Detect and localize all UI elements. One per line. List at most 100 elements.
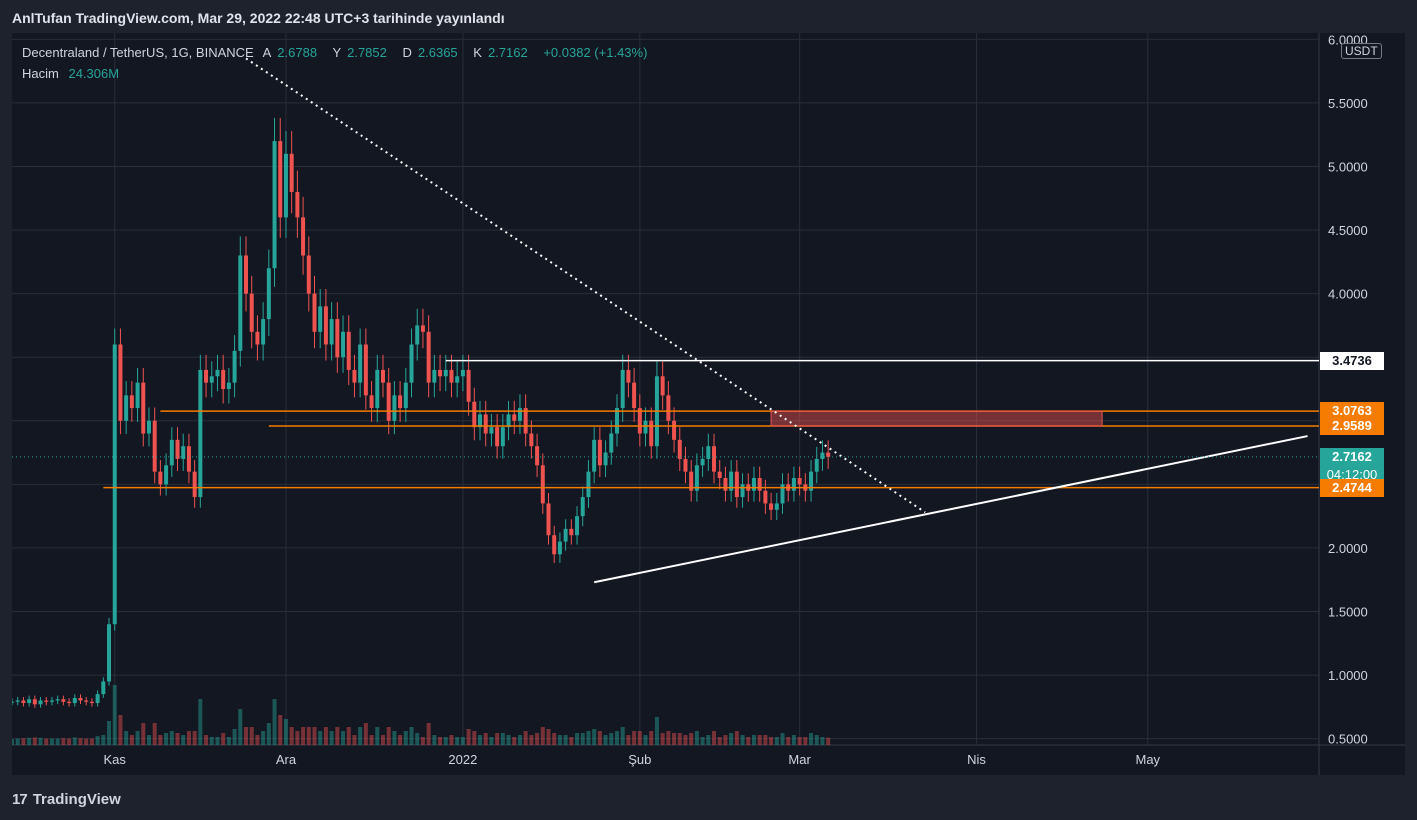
candle-body (466, 369, 471, 402)
volume-bar (221, 733, 226, 745)
candle-body (769, 503, 774, 510)
volume-bar (129, 735, 134, 745)
candle-body (763, 490, 768, 504)
candle-body (192, 471, 197, 498)
ascending-trendline (593, 435, 1308, 584)
volume-bar (597, 731, 602, 745)
candle-body (255, 331, 260, 345)
candle-body (363, 344, 368, 396)
volume-bar (677, 733, 682, 745)
volume-bar (15, 738, 20, 745)
x-tick-label: Şub (628, 752, 651, 767)
volume-bar (660, 733, 665, 745)
candle-body (774, 503, 779, 510)
volume-bar (791, 735, 796, 745)
candle-body (232, 350, 237, 383)
volume-bar (672, 733, 677, 745)
volume-bar (757, 735, 762, 745)
volume-bar (95, 736, 100, 745)
volume-bar (295, 731, 300, 745)
candle-body (49, 700, 54, 702)
candle-body (95, 694, 100, 704)
volume-bar (632, 731, 637, 745)
price-chart[interactable]: 6.00005.50005.00004.50004.00003.50003.00… (12, 33, 1405, 775)
candle-body (380, 369, 385, 383)
volume-bar (283, 719, 288, 745)
candle-body (129, 395, 134, 409)
candle-body (38, 700, 43, 705)
volume-bar (186, 731, 191, 745)
currency-tag[interactable]: USDT (1341, 43, 1382, 59)
legend-volume-label[interactable]: Hacim (22, 66, 59, 81)
volume-bar (226, 737, 231, 745)
candle-body (575, 516, 580, 536)
volume-bar (312, 727, 317, 745)
candle-body (523, 408, 528, 434)
volume-bar (729, 733, 734, 745)
candle-body (335, 319, 340, 358)
volume-bar (107, 721, 112, 745)
legend-volume-value: 24.306M (68, 66, 120, 81)
candle-body (215, 369, 220, 377)
volume-bar (392, 731, 397, 745)
candle-body (443, 369, 448, 377)
candle-body (797, 478, 802, 485)
volume-bar (478, 735, 483, 745)
chart-pane[interactable] (12, 33, 1405, 775)
candle-body (146, 420, 151, 434)
volume-bar (278, 715, 283, 745)
candle-body (478, 414, 483, 428)
volume-bar (181, 735, 186, 745)
candle-body (244, 255, 249, 294)
volume-bar (603, 735, 608, 745)
volume-bar (124, 731, 129, 745)
candle-body (301, 217, 306, 256)
tradingview-logo-icon: 17 (12, 791, 28, 808)
volume-bar (403, 731, 408, 745)
volume-bar (232, 729, 237, 745)
candle-body (89, 701, 94, 704)
candle-body (643, 420, 648, 434)
volume-bar (386, 727, 391, 745)
volume-bar (192, 731, 197, 745)
candle-body (289, 153, 294, 192)
footer-brand[interactable]: 17 TradingView (12, 791, 121, 808)
volume-bar (38, 737, 43, 745)
candle-body (415, 325, 420, 345)
candle-body (341, 331, 346, 358)
volume-bar (329, 731, 334, 745)
y-tick-label: 5.0000 (1328, 160, 1368, 175)
volume-bar (809, 733, 814, 745)
legend-open-value: 2.6788 (277, 45, 318, 60)
volume-bar (306, 727, 311, 745)
volume-bar (67, 738, 72, 745)
y-tick-label: 5.5000 (1328, 96, 1368, 111)
volume-bar (746, 737, 751, 745)
volume-bar (78, 738, 83, 745)
volume-bar (346, 727, 351, 745)
candle-body (472, 401, 477, 428)
volume-bar (517, 735, 522, 745)
price-tag-value: 2.4744 (1332, 479, 1372, 495)
price-tag-value: 2.9589 (1332, 418, 1372, 433)
candle-body (55, 699, 60, 701)
volume-bar (32, 737, 37, 745)
candle-body (61, 699, 66, 702)
candle-body (460, 369, 465, 377)
volume-bar (49, 738, 54, 745)
volume-bar (261, 731, 266, 745)
volume-bar (706, 735, 711, 745)
volume-bar (141, 723, 146, 745)
volume-bar (460, 737, 465, 745)
volume-bar (683, 735, 688, 745)
x-tick-label: Mar (788, 752, 811, 767)
candle-body (517, 408, 522, 421)
candle-body (455, 376, 460, 383)
x-tick-label: Kas (104, 752, 127, 767)
candle-body (586, 471, 591, 498)
candle-body (597, 439, 602, 466)
candle-body (580, 497, 585, 517)
volume-bar (786, 737, 791, 745)
volume-bar (323, 727, 328, 745)
legend-symbol[interactable]: Decentraland / TetherUS, 1G, BINANCE (22, 45, 254, 60)
